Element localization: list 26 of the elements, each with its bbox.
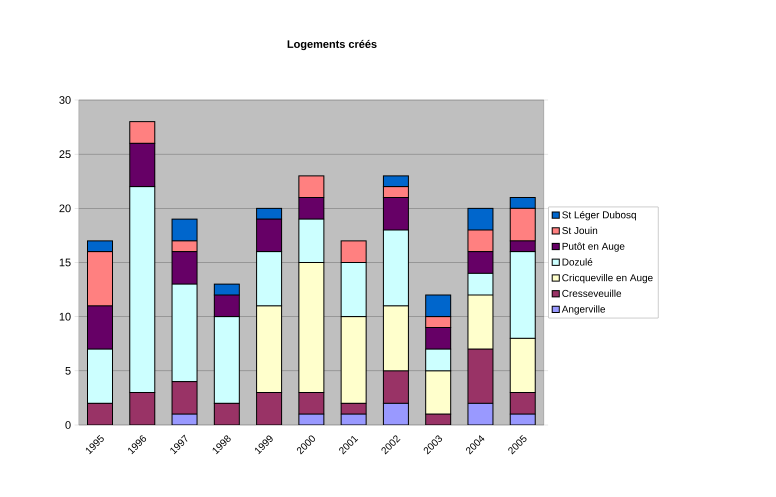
bar <box>130 392 155 425</box>
legend-label: Cricqueville en Auge <box>562 274 653 284</box>
y-tick-label: 15 <box>60 258 71 266</box>
bar <box>172 381 198 415</box>
y-tick-label: 10 <box>60 312 71 321</box>
y-tick-label: 0 <box>65 421 71 429</box>
legend-label: Dozulé <box>562 258 592 266</box>
bar <box>214 403 240 425</box>
bar <box>383 403 408 425</box>
y-tick-label: 25 <box>59 150 71 158</box>
y-tick-label: 5 <box>65 367 71 375</box>
y-tick-label: 30 <box>59 96 71 104</box>
legend-label: Putôt en Auge <box>562 242 624 252</box>
bar <box>467 348 494 404</box>
chart-title: Logements créés <box>288 40 377 50</box>
bar <box>468 403 493 425</box>
legend-label: St Jouin <box>562 226 598 234</box>
legend-label: Cresseveuille <box>562 290 622 297</box>
legend-label: Angerville <box>562 305 606 315</box>
bar <box>382 370 409 404</box>
legend-label: St Léger Dubosq <box>562 210 636 220</box>
bar <box>88 403 112 425</box>
bar <box>510 392 536 415</box>
bar <box>298 392 324 415</box>
bar <box>256 392 282 425</box>
y-tick-label: 20 <box>59 204 71 212</box>
